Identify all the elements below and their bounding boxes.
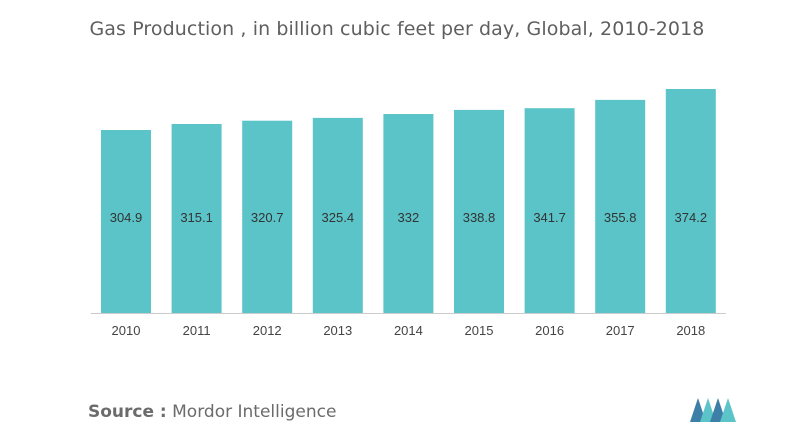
bar-2011 — [171, 124, 222, 313]
source-prefix: Source : — [88, 402, 167, 422]
x-tick-label-2016: 2016 — [535, 323, 564, 338]
x-tick-label-2017: 2017 — [606, 323, 635, 338]
bar-value-label-2016: 341.7 — [533, 210, 566, 225]
bar-value-label-2015: 338.8 — [463, 210, 496, 225]
source-name: Mordor Intelligence — [172, 402, 337, 422]
x-tick-label-2012: 2012 — [253, 323, 282, 338]
bar-value-label-2013: 325.4 — [322, 210, 355, 225]
bar-2017 — [595, 99, 646, 314]
bar-2014 — [383, 114, 434, 313]
bar-2018 — [665, 89, 716, 313]
x-tick-label-2010: 2010 — [112, 323, 141, 338]
x-tick-label-2013: 2013 — [323, 323, 352, 338]
bar-value-label-2012: 320.7 — [251, 210, 284, 225]
bar-2016 — [524, 108, 575, 313]
bars-layer: 304.9 315.1 320.7 325.4 332 338.8 341.7 355.8 37… — [101, 89, 716, 314]
x-tick-label-2015: 2015 — [465, 323, 494, 338]
bar-2012 — [242, 120, 293, 313]
chart-title: Gas Production , in billion cubic feet p… — [89, 18, 705, 40]
source-line: Source : Mordor Intelligence — [88, 402, 336, 422]
x-tick-label-2014: 2014 — [394, 323, 423, 338]
bar-2010 — [101, 130, 151, 313]
x-tick-label-2018: 2018 — [676, 323, 705, 338]
bar-2015 — [454, 109, 504, 314]
bar-value-label-2018: 374.2 — [675, 210, 708, 225]
x-axis-ticks: 2010 2011 2012 2013 2014 2015 2016 2017 2018 — [112, 323, 706, 338]
bar-value-label-2017: 355.8 — [604, 210, 637, 225]
bar-2013 — [312, 117, 363, 314]
mordor-intelligence-logo-icon — [690, 398, 736, 422]
bar-value-label-2014: 332 — [398, 210, 420, 225]
x-tick-label-2011: 2011 — [183, 323, 211, 338]
bar-value-label-2011: 315.1 — [180, 210, 213, 225]
bar-value-label-2010: 304.9 — [110, 210, 143, 225]
